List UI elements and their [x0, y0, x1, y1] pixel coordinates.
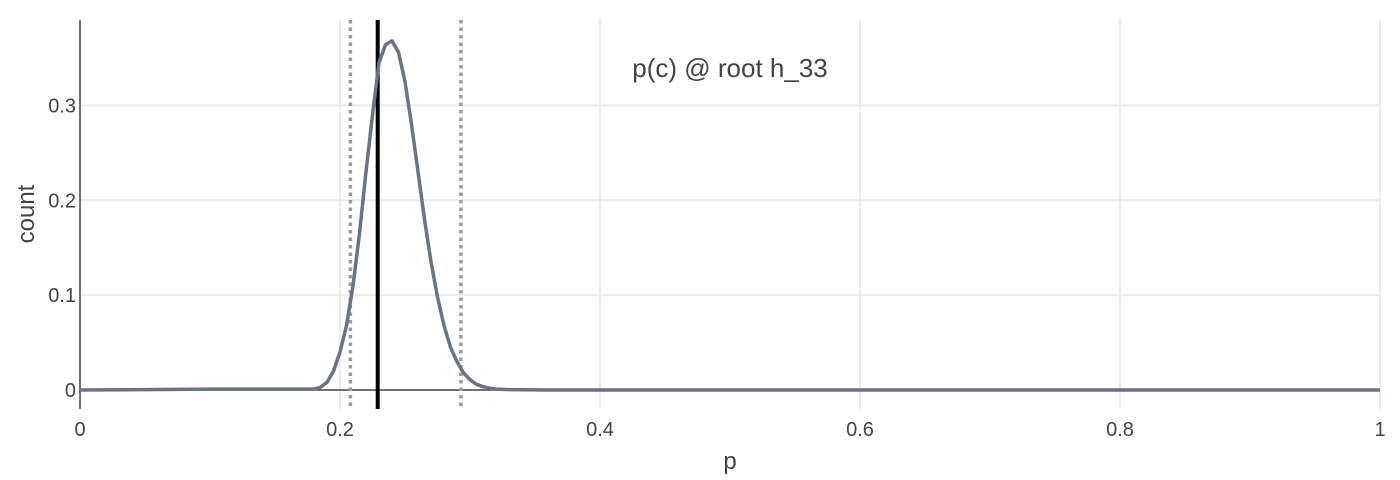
chart-annotation: p(c) @ root h_33 [632, 53, 827, 83]
y-axis-title: count [13, 184, 40, 243]
y-tick-label: 0 [65, 380, 76, 402]
x-axis-title: p [723, 448, 736, 475]
x-tick-label: 0 [74, 419, 85, 441]
y-tick-label: 0.1 [48, 285, 76, 307]
series [79, 39, 1380, 392]
grid [80, 20, 1381, 409]
x-tick-label: 0.6 [846, 419, 874, 441]
labels: 0 0.2 0.4 0.6 0.8 1 0 0.1 0.2 0.3 [48, 95, 1385, 441]
series-line [79, 39, 1380, 392]
x-tick-label: 0.2 [326, 419, 354, 441]
x-tick-label: 1 [1374, 419, 1385, 441]
y-tick-label: 0.2 [48, 190, 76, 212]
x-tick-label: 0.4 [586, 419, 614, 441]
y-tick-label: 0.3 [48, 95, 76, 117]
x-tick-label: 0.8 [1106, 419, 1134, 441]
